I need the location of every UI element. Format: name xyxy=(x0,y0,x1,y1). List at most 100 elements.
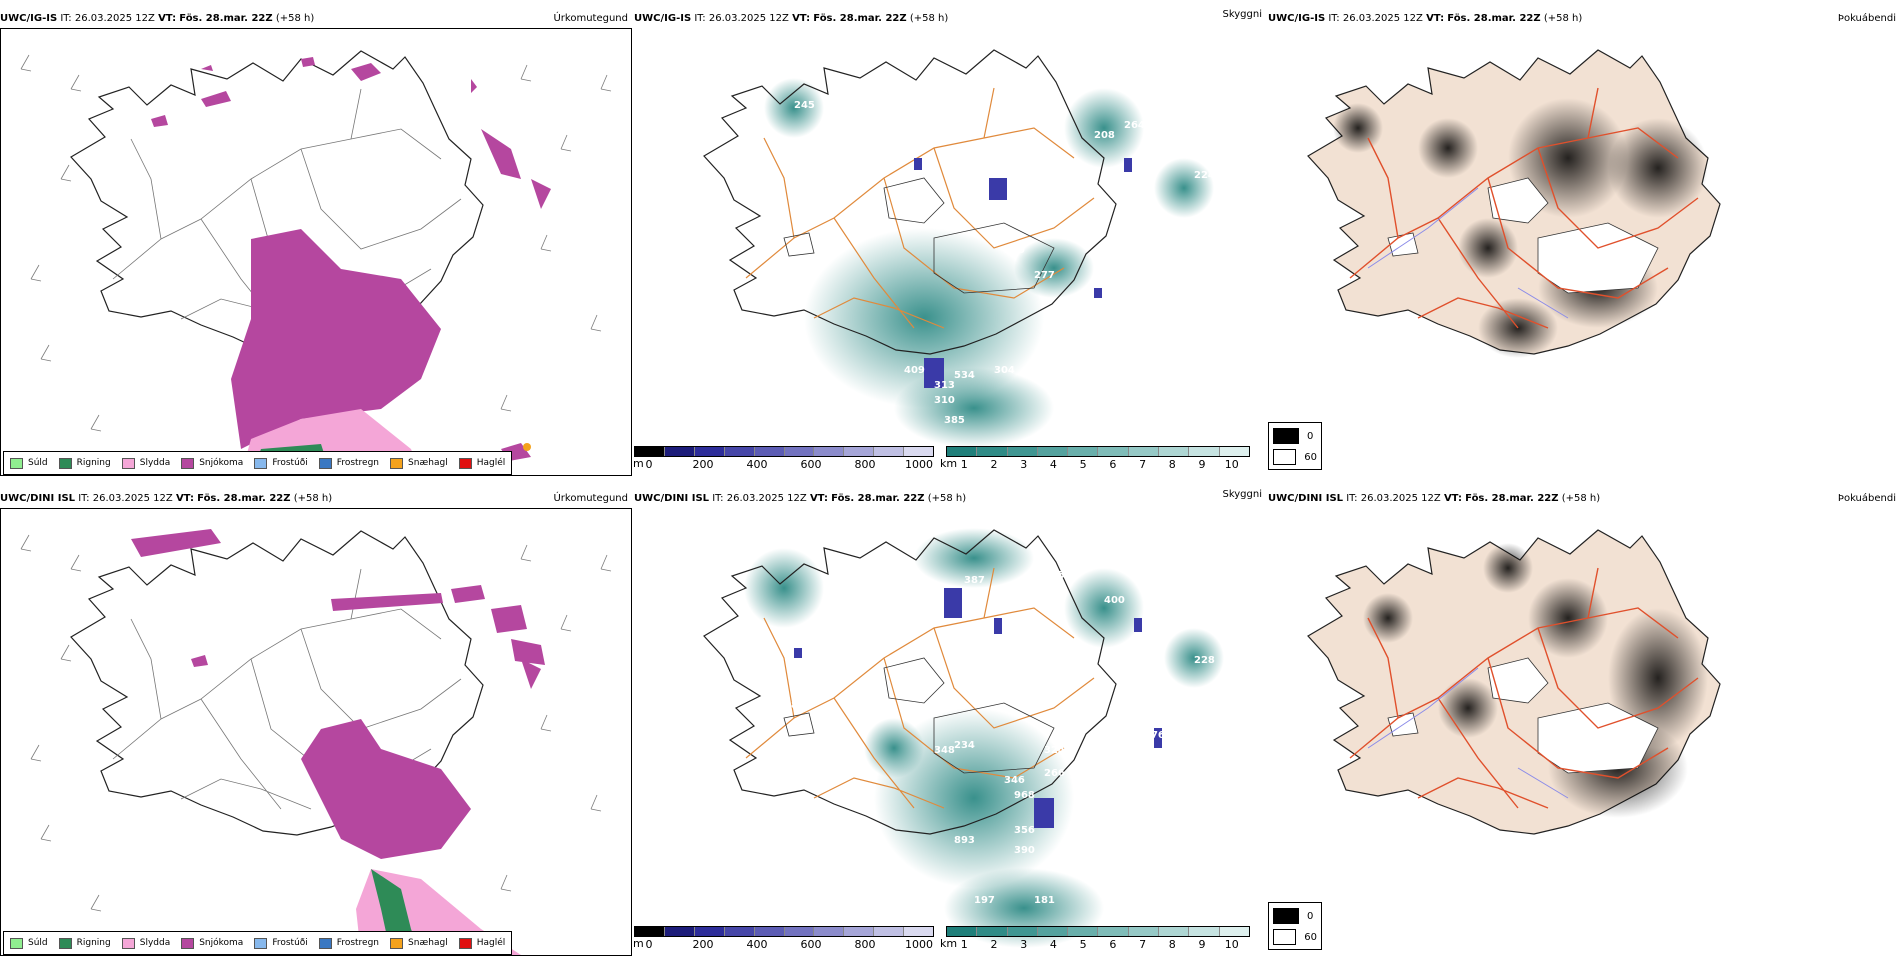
fog-legend-item: 0 xyxy=(1273,428,1317,444)
legend-label: Slydda xyxy=(139,938,171,948)
colorbar-tick: 9 xyxy=(1198,938,1206,951)
colorbar-cell xyxy=(1007,447,1038,456)
lead-time: (+58 h) xyxy=(1543,13,1583,24)
legend-swatch xyxy=(121,457,135,469)
it-label: IT: xyxy=(694,13,706,24)
legend-swatch xyxy=(121,937,135,949)
panel-header: UWC/IG-IS IT: 26.03.2025 12Z VT: Fös. 28… xyxy=(634,9,1266,25)
panel-header: UWC/DINI ISL IT: 26.03.2025 12Z VT: Fös.… xyxy=(0,493,632,505)
panel-title: Úrkomutegund xyxy=(553,13,628,24)
it-label: IT: xyxy=(60,13,72,24)
legend-label: Frostregn xyxy=(336,938,380,948)
colorbar-tick: 600 xyxy=(800,938,822,951)
colorbar-tick: 5 xyxy=(1079,938,1087,951)
colorbar-tick: 6 xyxy=(1109,458,1117,471)
colorbar-cell xyxy=(947,447,978,456)
panel-title: Skyggni xyxy=(1222,489,1262,500)
vis-colorbar-km: 1 2 3 4 5 6 7 8 9 10 km xyxy=(940,926,1250,952)
cloud-base-label: 264 xyxy=(1124,120,1145,131)
colorbar-tick: 7 xyxy=(1139,938,1147,951)
cloud-base-label: 266 xyxy=(1044,768,1065,779)
cloud-base-label: 234 xyxy=(954,740,975,751)
vt-value: Fös. 28.mar. 22Z xyxy=(813,13,907,24)
legend-swatch xyxy=(390,457,404,469)
colorbar-cell xyxy=(844,927,875,936)
cloud-base-label: 968 xyxy=(1014,790,1035,801)
it-label: IT: xyxy=(78,493,90,504)
map-area xyxy=(1268,508,1900,956)
map-area: 387 365 400 888 189 184 228 234 348 324 346 266 435 9… xyxy=(633,508,1266,956)
vt-value: Fös. 28.mar. 22Z xyxy=(1447,13,1541,24)
legend-label: Frostúði xyxy=(272,938,308,948)
snow-areas xyxy=(131,529,545,859)
lead-time: (+58 h) xyxy=(927,493,967,504)
cloud-base-label: 281 xyxy=(1074,335,1095,346)
vt-value: Fös. 28.mar. 22Z xyxy=(831,493,925,504)
vis-colorbar-m: 0 200 400 600 800 1000 m xyxy=(633,926,934,952)
vt-label: VT: xyxy=(1443,493,1462,504)
legend-swatch xyxy=(181,457,195,469)
legend-item: Snæhagl xyxy=(390,937,448,949)
legend-swatch xyxy=(318,457,332,469)
cloud-base-label: 189 xyxy=(979,660,1000,671)
colorbar-cell xyxy=(1128,447,1160,456)
colorbar-tick: 1000 xyxy=(905,938,933,951)
cloud-base-label: 228 xyxy=(1194,655,1215,666)
unit-m: m xyxy=(633,457,644,470)
very-low-vis xyxy=(914,158,1132,388)
colorbar-cell xyxy=(874,447,905,456)
fog-legend-swatch xyxy=(1273,428,1299,444)
vt-label: VT: xyxy=(809,493,828,504)
legend-item: Rigning xyxy=(58,457,111,469)
legend-label: Slydda xyxy=(139,458,171,468)
cloud-base-label: 160 xyxy=(1004,245,1025,256)
fog-legend-swatch xyxy=(1273,449,1297,465)
colorbar-cell xyxy=(1037,927,1069,936)
cloud-base-label: 304 xyxy=(994,365,1015,376)
visibility-panel-row2: UWC/DINI ISL IT: 26.03.2025 12Z VT: Fös.… xyxy=(633,489,1266,956)
it-value: 26.03.2025 12Z xyxy=(1360,493,1441,504)
legend-item: Snjókoma xyxy=(181,457,244,469)
colorbar-cell xyxy=(635,447,665,456)
it-label: IT: xyxy=(1346,493,1358,504)
legend-label: Súld xyxy=(28,458,48,468)
map-area: Súld Rigning Slydda Snjókoma Frostúði Frostre… xyxy=(0,508,632,956)
colorbar-tick: 4 xyxy=(1049,458,1057,471)
fog-legend-item: 60 xyxy=(1273,929,1317,945)
panel-header: UWC/IG-IS IT: 26.03.2025 12Z VT: Fös. 28… xyxy=(1268,13,1900,25)
colorbar-cell xyxy=(664,447,695,456)
fog-map xyxy=(1307,529,1721,835)
vt-value: Fös. 28.mar. 22Z xyxy=(179,13,273,24)
colorbar-cell xyxy=(904,927,934,936)
lead-time: (+58 h) xyxy=(275,13,315,24)
colorbar-tick: 1 xyxy=(960,458,968,471)
colorbar-tick: 10 xyxy=(1224,938,1239,951)
it-value: 26.03.2025 12Z xyxy=(74,13,155,24)
cloud-base-label: 348 xyxy=(934,745,955,756)
colorbar-tick: 6 xyxy=(1109,938,1117,951)
legend-label: Snjókoma xyxy=(199,458,244,468)
legend-label: Rigning xyxy=(76,458,111,468)
legend-item: Frostúði xyxy=(254,457,308,469)
colorbar-cell xyxy=(1219,447,1249,456)
colorbar-tick: 200 xyxy=(692,458,714,471)
cloud-base-label: 176 xyxy=(1144,730,1165,741)
legend-item: Súld xyxy=(10,457,48,469)
it-value: 26.03.2025 12Z xyxy=(726,493,807,504)
model-name: UWC/DINI ISL xyxy=(634,493,710,504)
colorbar-cell xyxy=(874,927,905,936)
unit-m: m xyxy=(633,937,644,950)
panel-title: Skyggni xyxy=(1222,9,1262,20)
colorbar-cell xyxy=(1159,927,1190,936)
legend-item: Rigning xyxy=(58,937,111,949)
colorbar-tick: 10 xyxy=(1224,458,1239,471)
legend-label: Súld xyxy=(28,938,48,948)
vt-label: VT: xyxy=(175,493,194,504)
legend-swatch xyxy=(390,937,404,949)
cloud-base-label: 313 xyxy=(934,380,955,391)
colorbar-cell xyxy=(1037,447,1069,456)
legend-item: Frostúði xyxy=(254,937,308,949)
colorbar-cell xyxy=(1007,927,1038,936)
fog-shading xyxy=(1333,87,1708,358)
